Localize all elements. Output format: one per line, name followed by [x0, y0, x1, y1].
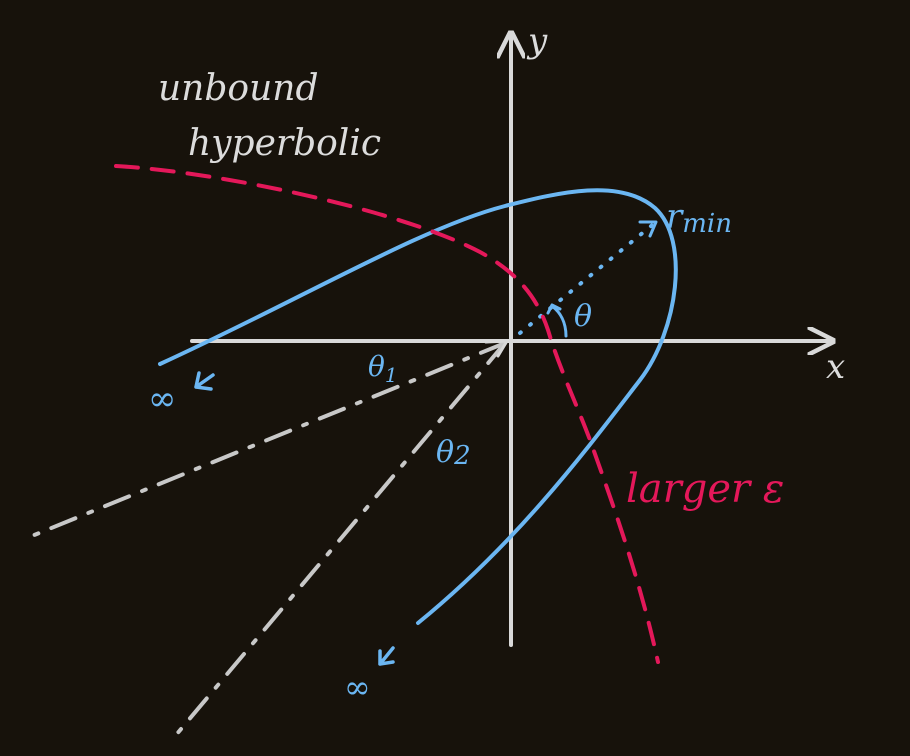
- focus-arrowhead: [484, 339, 509, 358]
- infinity-label-left: ∞: [148, 379, 176, 419]
- larger-e-orbit: [114, 164, 660, 664]
- asymptote-theta2: [174, 341, 507, 737]
- theta-1-label: θ1: [368, 350, 398, 387]
- r-min-arrowhead: [638, 220, 658, 238]
- r-min-label: rmin: [666, 197, 732, 239]
- theta-arc: [550, 304, 568, 338]
- asymptote-theta1: [20, 341, 507, 542]
- hyperbolic-orbit: [158, 188, 678, 625]
- unbound-label-line2: hyperbolic: [188, 123, 381, 164]
- unbound-label-line1: unbound: [158, 68, 319, 109]
- y-axis-label: y: [526, 21, 548, 61]
- larger-e-label: larger ε: [626, 466, 784, 512]
- infinity-label-bottom: ∞: [344, 668, 371, 706]
- theta-arc-arrowhead: [546, 303, 562, 315]
- infinity-arrow-bottom: [378, 646, 395, 666]
- theta-label: θ: [574, 299, 592, 334]
- theta-2-label: θ2: [436, 435, 471, 471]
- infinity-arrow-left: [194, 371, 215, 391]
- x-axis-label: x: [826, 347, 845, 387]
